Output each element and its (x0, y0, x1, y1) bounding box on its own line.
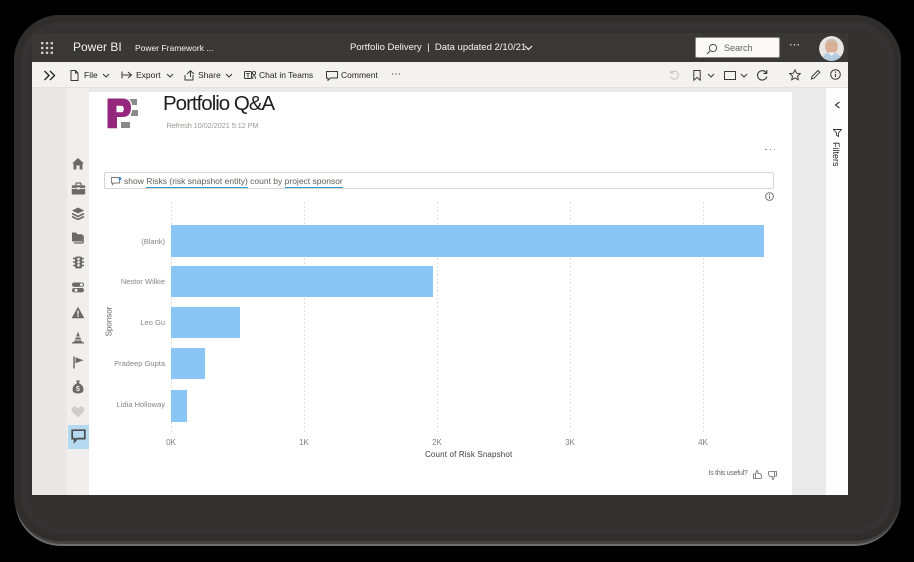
svg-text:$: $ (76, 386, 80, 393)
svg-text:T: T (246, 72, 250, 79)
